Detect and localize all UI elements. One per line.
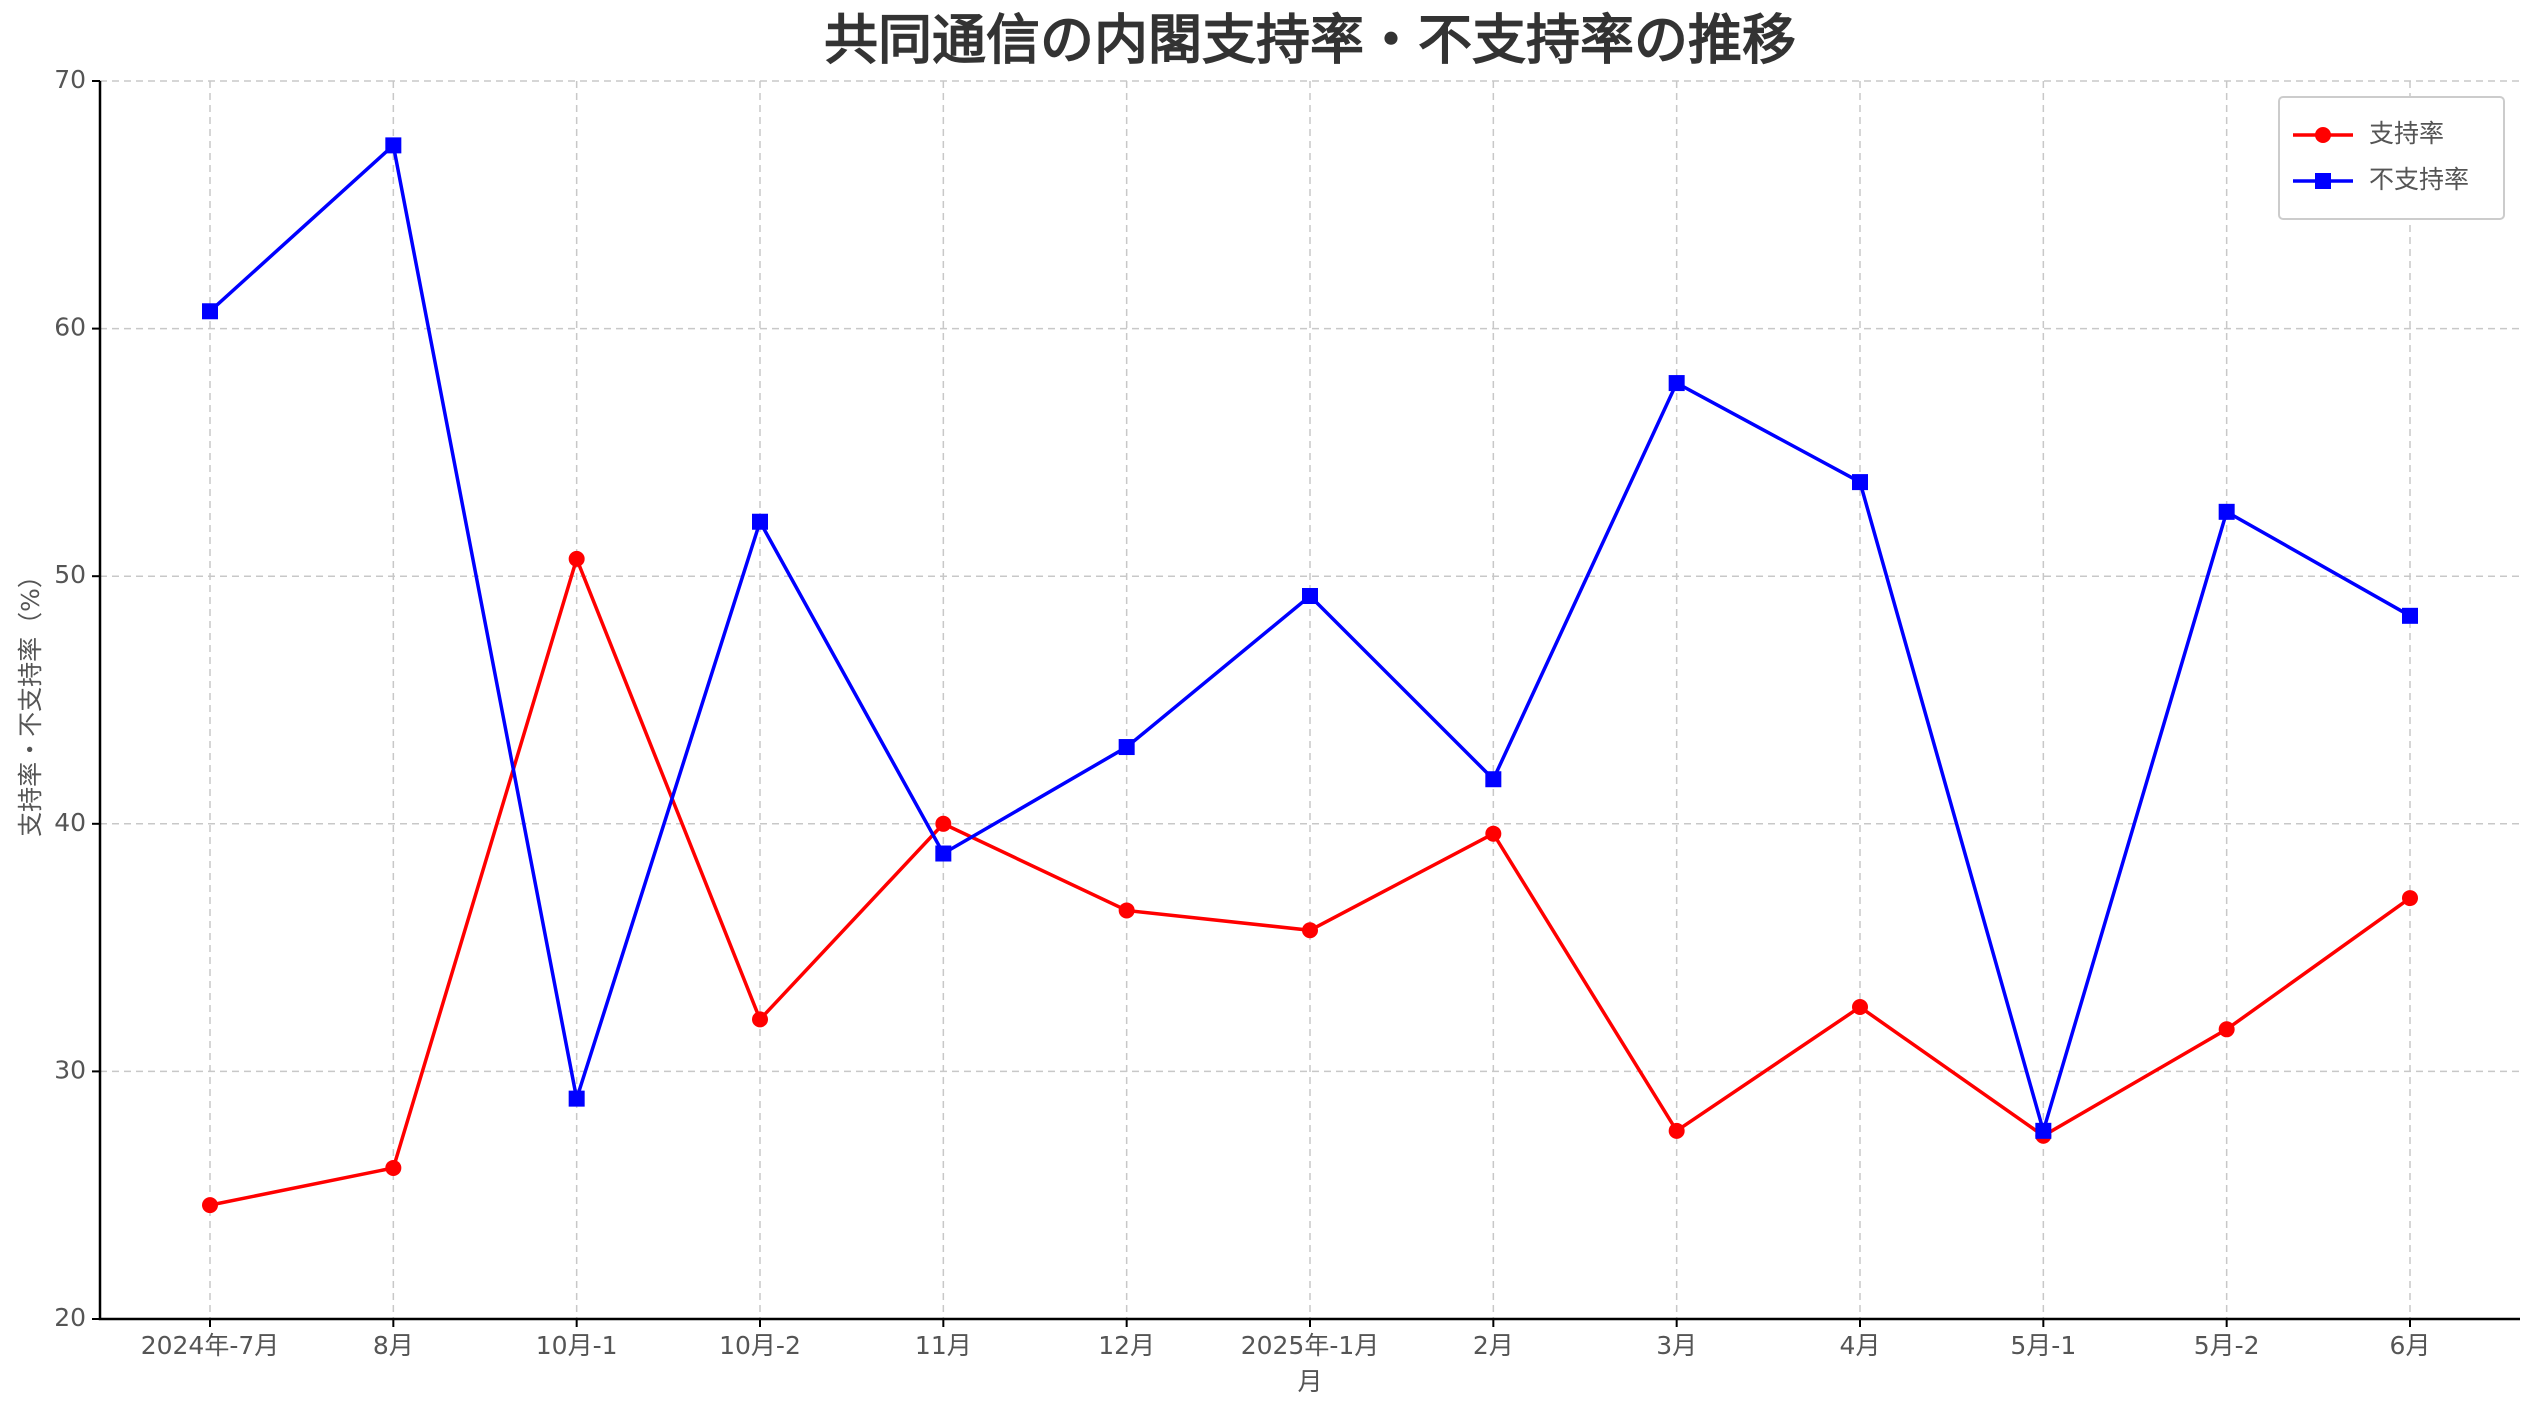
marker <box>1485 771 1502 788</box>
marker <box>2315 127 2331 143</box>
marker <box>1302 588 1318 605</box>
marker <box>935 815 952 832</box>
marker <box>385 1159 402 1176</box>
marker <box>2218 1021 2235 1038</box>
x-tick-label: 5月-1 <box>2010 1331 2076 1360</box>
marker <box>1852 999 1868 1016</box>
x-tick-label: 2月 <box>1473 1331 1514 1360</box>
marker <box>385 137 402 154</box>
marker <box>1668 1122 1685 1139</box>
x-tick-label: 2024年-7月 <box>141 1331 280 1360</box>
marker <box>752 1011 768 1028</box>
y-tick-label: 50 <box>54 560 86 589</box>
legend-label: 支持率 <box>2369 119 2444 148</box>
marker <box>2402 890 2418 907</box>
x-tick-label: 4月 <box>1840 1331 1881 1360</box>
legend-box <box>2278 96 2505 220</box>
y-tick-label: 40 <box>54 808 86 837</box>
marker <box>2035 1122 2052 1139</box>
y-tick-label: 70 <box>54 65 86 94</box>
marker <box>202 1197 218 1214</box>
chart-title: 共同通信の内閣支持率・不支持率の推移 <box>824 9 1796 72</box>
x-axis-label: 月 <box>1297 1367 1322 1396</box>
marker <box>1118 902 1135 919</box>
x-tick-label: 10月-1 <box>536 1331 618 1360</box>
y-tick-label: 30 <box>54 1055 86 1084</box>
marker <box>2402 607 2418 624</box>
x-tick-label: 5月-2 <box>2194 1331 2260 1360</box>
marker <box>2218 503 2235 520</box>
marker <box>752 513 768 530</box>
x-tick-label: 3月 <box>1656 1331 1697 1360</box>
marker <box>568 1090 585 1107</box>
axis-frame <box>98 81 2520 1321</box>
x-tick-label: 10月-2 <box>719 1331 801 1360</box>
marker <box>1485 825 1502 842</box>
marker <box>2315 173 2331 189</box>
x-tick-label: 6月 <box>2390 1331 2431 1360</box>
x-tick-label: 11月 <box>915 1331 972 1360</box>
y-tick-label: 20 <box>54 1303 86 1332</box>
legend-label: 不支持率 <box>2369 165 2469 194</box>
marker <box>1668 375 1685 392</box>
x-tick-label: 12月 <box>1098 1331 1155 1360</box>
marker <box>1302 922 1318 939</box>
marker <box>202 303 218 320</box>
marker <box>935 845 952 862</box>
y-tick-label: 60 <box>54 313 86 342</box>
marker <box>568 550 585 567</box>
x-tick-label: 2025年-1月 <box>1241 1331 1380 1360</box>
x-tick-label: 8月 <box>373 1331 414 1360</box>
marker <box>1852 474 1868 491</box>
y-axis-label: 支持率・不支持率（%） <box>16 563 45 837</box>
marker <box>1118 739 1135 756</box>
series-line <box>209 553 2412 1207</box>
